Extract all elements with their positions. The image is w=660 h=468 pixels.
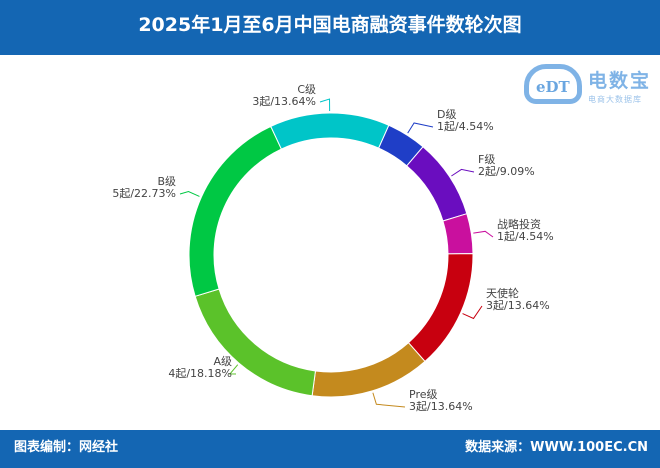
slice-name-label: F级 [478,153,495,166]
slice-value-label: 1起/4.54% [497,230,554,243]
leader-line-3 [462,305,483,320]
leader-line-5 [228,364,239,375]
leader-line-4 [372,392,406,408]
slice-name-label: B级 [157,175,176,188]
slice-value-label: 2起/9.09% [478,165,535,178]
logo-text: 电数宝 [588,70,652,92]
slice-value-label: 4起/18.18% [168,367,232,380]
leader-line-0 [407,122,434,134]
slice-1[interactable] [406,146,468,222]
slice-3[interactable] [407,253,474,363]
cloud-icon [524,64,582,104]
slice-name-label: C级 [297,83,316,96]
slice-2[interactable] [442,213,474,255]
logo-mark: eDT [536,78,570,96]
slice-value-label: 5起/22.73% [112,187,176,200]
leader-line-2 [473,230,494,238]
slice-value-label: 3起/13.64% [252,95,316,108]
logo: eDT 电数宝 电商大数据库 [524,60,654,110]
slice-value-label: 1起/4.54% [437,120,494,133]
slice-value-label: 3起/13.64% [486,299,550,312]
slice-name-label: A级 [213,355,232,368]
chart-title: 2025年1月至6月中国电商融资事件数轮次图 [0,0,660,55]
slice-name-label: 战略投资 [497,217,541,231]
logo-subtitle: 电商大数据库 [588,95,642,104]
slice-7[interactable] [270,112,390,150]
slice-name-label: D级 [437,108,456,121]
slice-6[interactable] [188,125,283,297]
footer-credit: 图表编制：网经社 [14,440,119,455]
footer-source: 数据来源：WWW.100EC.CN [465,440,648,455]
footer: 图表编制：网经社 数据来源：WWW.100EC.CN [0,430,660,468]
slice-value-label: 3起/13.64% [409,400,473,413]
slice-name-label: Pre级 [409,388,438,401]
leader-line-1 [451,168,475,177]
leader-line-6 [179,191,200,197]
slice-name-label: 天使轮 [486,286,519,300]
leader-line-7 [319,98,331,112]
